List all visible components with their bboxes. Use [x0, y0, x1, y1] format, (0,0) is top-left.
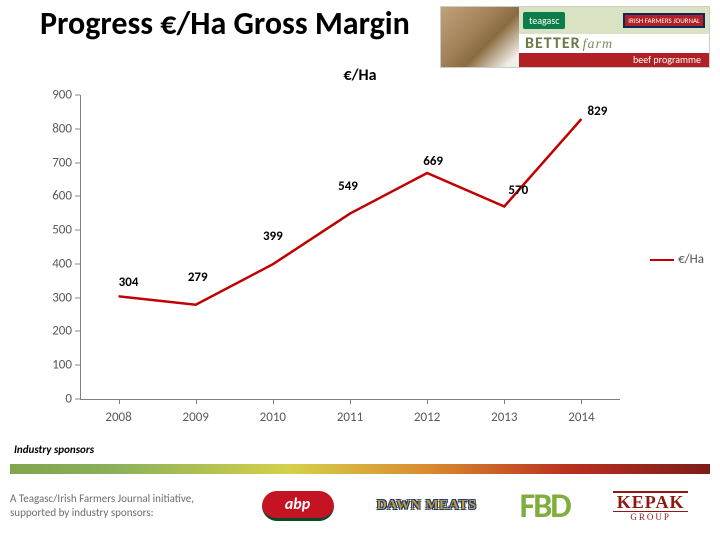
chart-area: 0 100 200 300 400 500 600 700 800 900 304 279 399 54…: [20, 89, 700, 429]
abp-logo: abp: [262, 491, 334, 521]
footer: A Teagasc/Irish Farmers Journal initiati…: [10, 478, 710, 534]
fbd-logo: FBD: [520, 486, 570, 527]
banner-top-strip: teagasc IRISH FARMERS JOURNAL: [519, 7, 709, 34]
plot-region: 304 279 399 549 669 570 829: [80, 95, 620, 399]
legend: €/Ha: [650, 252, 704, 267]
header-row: Progress €/Ha Gross Margin teagasc IRISH…: [0, 0, 720, 68]
industry-sponsors-label: Industry sponsors: [14, 443, 94, 456]
line-chart: [80, 95, 620, 399]
teagasc-logo: teagasc: [523, 12, 565, 29]
y-tick-label: 100: [20, 358, 80, 373]
banner-programme: beef programme: [519, 53, 709, 67]
y-tick-label: 600: [20, 189, 80, 204]
y-tick-label: 400: [20, 256, 80, 271]
x-tick-label: 2014: [568, 410, 594, 425]
kepak-logo: KEPAK GROUP: [613, 491, 689, 522]
y-tick-label: 200: [20, 324, 80, 339]
banner-cow-photo: [441, 7, 519, 67]
data-label: 829: [588, 104, 608, 119]
x-tick-label: 2010: [260, 410, 286, 425]
x-tick-label: 2009: [183, 410, 209, 425]
y-tick-label: 800: [20, 121, 80, 136]
data-label: 304: [119, 275, 139, 290]
data-label: 279: [188, 270, 208, 285]
data-label: 669: [423, 154, 443, 169]
better-word: BETTERfarm: [525, 34, 613, 53]
y-tick-label: 0: [20, 392, 80, 407]
legend-label: €/Ha: [678, 252, 704, 267]
gradient-bar: [10, 464, 710, 474]
sponsor-logos: abp DAWN MEATS FBD KEPAK GROUP: [240, 486, 710, 527]
banner-right: teagasc IRISH FARMERS JOURNAL BETTERfarm…: [519, 7, 709, 67]
x-tick-label: 2012: [414, 410, 440, 425]
x-tick-label: 2013: [491, 410, 517, 425]
betterfarm-banner: teagasc IRISH FARMERS JOURNAL BETTERfarm…: [440, 6, 710, 68]
chart-series-title: €/Ha: [0, 66, 720, 85]
page-title: Progress €/Ha Gross Margin: [10, 6, 440, 41]
data-label: 399: [263, 229, 283, 244]
data-label: 570: [508, 183, 528, 198]
x-tick-label: 2011: [337, 410, 363, 425]
dawn-meats-logo: DAWN MEATS: [377, 498, 477, 514]
banner-mid: BETTERfarm: [519, 34, 709, 53]
data-label: 549: [338, 179, 358, 194]
y-tick-label: 300: [20, 290, 80, 305]
footer-text: A Teagasc/Irish Farmers Journal initiati…: [10, 492, 240, 521]
y-tick-label: 700: [20, 155, 80, 170]
legend-swatch: [650, 259, 674, 261]
y-tick-label: 900: [20, 88, 80, 103]
x-tick-label: 2008: [105, 410, 131, 425]
ifj-logo: IRISH FARMERS JOURNAL: [623, 13, 705, 28]
y-tick-label: 500: [20, 223, 80, 238]
